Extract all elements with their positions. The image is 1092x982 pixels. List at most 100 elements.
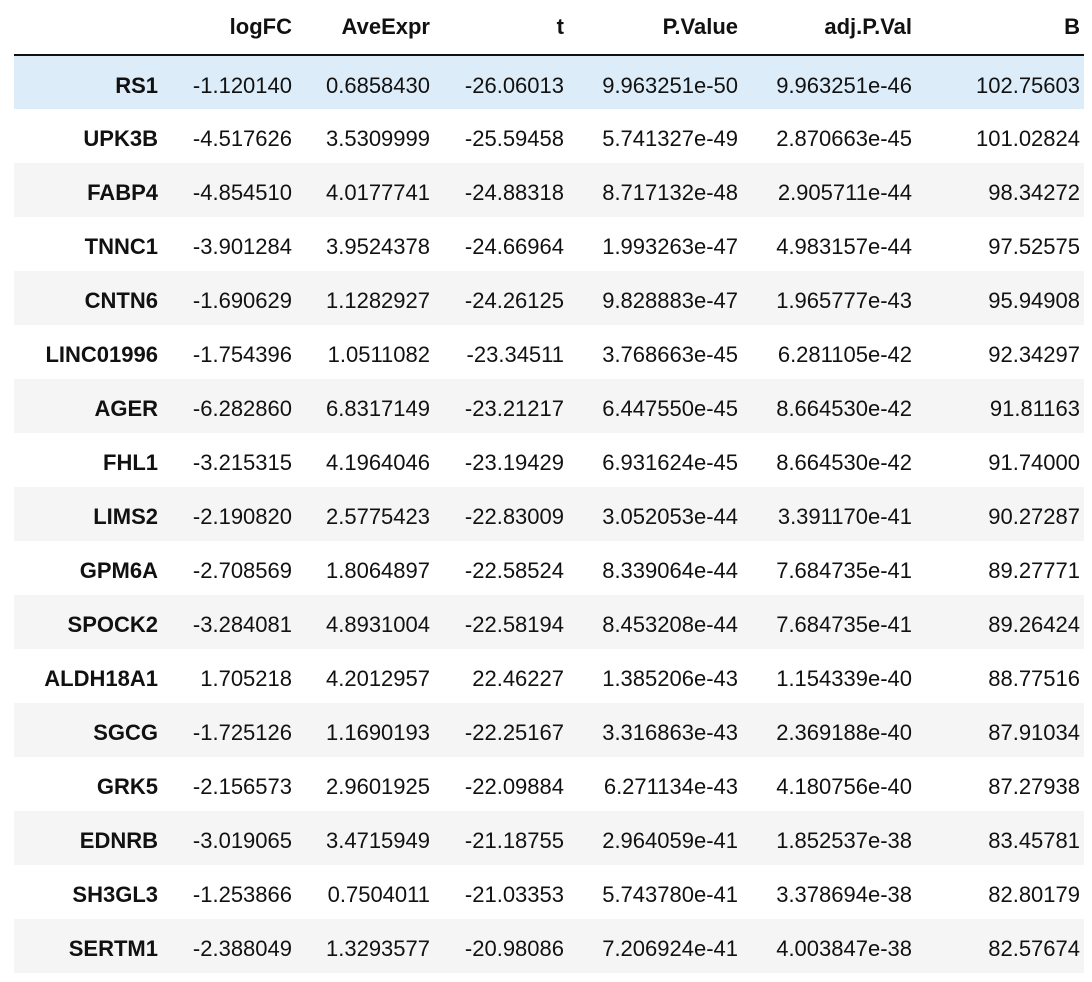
cell-pvalue: 3.052053e-44 (568, 487, 742, 541)
cell-t: -23.19429 (434, 433, 568, 487)
cell-adj-pval: 7.684735e-41 (742, 541, 916, 595)
cell-b-value: 91.74000 (988, 450, 1080, 475)
cell-aveexpr-value: 3.4715949 (326, 828, 430, 853)
cell-logfc: -2.708569 (162, 541, 296, 595)
table-row: RS1 -1.120140 0.6858430 -26.06013 9.963251e-… (14, 55, 1084, 109)
cell-b: 102.75603 (916, 55, 1084, 109)
cell-logfc-value: -2.156573 (192, 774, 292, 799)
cell-pvalue: 9.963251e-50 (568, 55, 742, 109)
cell-aveexpr: 1.1282927 (296, 271, 434, 325)
cell-logfc: -1.253866 (162, 865, 296, 919)
cell-b-value: 82.80179 (988, 882, 1080, 907)
cell-pvalue-value: 6.447550e-45 (602, 396, 738, 421)
cell-logfc-value: -1.253866 (192, 882, 292, 907)
cell-pvalue-value: 1.385206e-43 (602, 666, 738, 691)
cell-adj-pval-value: 4.983157e-44 (776, 234, 912, 259)
cell-aveexpr: 6.8317149 (296, 379, 434, 433)
cell-b-value: 83.45781 (988, 828, 1080, 853)
cell-logfc: -2.190820 (162, 487, 296, 541)
cell-t: -26.06013 (434, 55, 568, 109)
cell-t-value: -26.06013 (464, 72, 564, 98)
cell-b: 87.91034 (916, 703, 1084, 757)
row-label-gene: AGER (14, 379, 162, 433)
row-label-gene: SPOCK2 (14, 595, 162, 649)
row-label-gene: ALDH18A1 (14, 649, 162, 703)
table-row: UPK3B -4.517626 3.5309999 -25.59458 5.741327… (14, 109, 1084, 163)
cell-pvalue: 5.743780e-41 (568, 865, 742, 919)
cell-adj-pval: 1.852537e-38 (742, 811, 916, 865)
cell-b: 92.34297 (916, 325, 1084, 379)
table-row: LIMS2 -2.190820 2.5775423 -22.83009 3.052053… (14, 487, 1084, 541)
cell-logfc: -4.854510 (162, 163, 296, 217)
cell-t-value: -21.18755 (464, 828, 564, 853)
gene-name: UPK3B (83, 126, 158, 151)
gene-name: SH3GL3 (72, 882, 158, 907)
cell-aveexpr-value: 4.8931004 (326, 612, 430, 637)
cell-logfc: -3.901284 (162, 217, 296, 271)
cell-t: -22.09884 (434, 757, 568, 811)
row-label-gene: SERTM1 (14, 919, 162, 973)
cell-b-value: 95.94908 (988, 288, 1080, 313)
cell-b: 89.26424 (916, 595, 1084, 649)
table-row: SERTM1 -2.388049 1.3293577 -20.98086 7.20692… (14, 919, 1084, 973)
cell-b: 82.80179 (916, 865, 1084, 919)
cell-aveexpr: 0.7504011 (296, 865, 434, 919)
cell-b-value: 89.26424 (988, 612, 1080, 637)
cell-t-value: -24.88318 (464, 180, 564, 205)
cell-b-value: 91.81163 (989, 396, 1080, 421)
cell-logfc: -3.019065 (162, 811, 296, 865)
cell-adj-pval-value: 7.684735e-41 (776, 612, 912, 637)
cell-adj-pval-value: 3.391170e-41 (777, 504, 912, 529)
column-header-adj-pval: adj.P.Val (742, 0, 916, 56)
table-row: AGER -6.282860 6.8317149 -23.21217 6.447550e… (14, 379, 1084, 433)
cell-adj-pval-value: 8.664530e-42 (776, 450, 912, 475)
table-body: RS1 -1.120140 0.6858430 -26.06013 9.963251e-… (14, 55, 1084, 973)
cell-b-value: 90.27287 (988, 504, 1080, 529)
cell-t-value: -22.25167 (464, 720, 564, 745)
cell-pvalue-value: 5.743780e-41 (602, 882, 738, 907)
cell-aveexpr: 2.5775423 (296, 487, 434, 541)
row-label-gene: FABP4 (14, 163, 162, 217)
row-label-gene: TNNC1 (14, 217, 162, 271)
cell-pvalue: 3.768663e-45 (568, 325, 742, 379)
cell-adj-pval-value: 6.281105e-42 (777, 342, 912, 367)
cell-logfc-value: -2.190820 (192, 504, 292, 529)
cell-t-value: 22.46227 (472, 666, 564, 691)
cell-b-value: 82.57674 (988, 936, 1080, 961)
column-header-b: B (916, 0, 1084, 56)
cell-b: 87.27938 (916, 757, 1084, 811)
cell-b-value: 97.52575 (988, 234, 1080, 259)
cell-adj-pval: 4.003847e-38 (742, 919, 916, 973)
cell-b-value: 87.27938 (988, 774, 1080, 799)
cell-aveexpr-value: 3.9524378 (326, 234, 430, 259)
cell-t-value: -23.21217 (464, 396, 564, 421)
cell-aveexpr-value: 1.0511082 (327, 342, 430, 367)
cell-t: -21.03353 (434, 865, 568, 919)
row-label-gene: SGCG (14, 703, 162, 757)
cell-pvalue-value: 6.931624e-45 (602, 450, 738, 475)
cell-t: -23.34511 (434, 325, 568, 379)
gene-name: LIMS2 (93, 504, 158, 529)
cell-t: -22.83009 (434, 487, 568, 541)
cell-b: 82.57674 (916, 919, 1084, 973)
cell-adj-pval-value: 2.369188e-40 (776, 720, 912, 745)
cell-logfc-value: -1.754396 (192, 342, 292, 367)
cell-adj-pval: 4.180756e-40 (742, 757, 916, 811)
cell-adj-pval-value: 7.684735e-41 (776, 558, 912, 583)
cell-adj-pval-value: 3.378694e-38 (776, 882, 912, 907)
table-row: SGCG -1.725126 1.1690193 -22.25167 3.316863e… (14, 703, 1084, 757)
cell-t-value: -24.26125 (464, 288, 564, 313)
row-label-gene: GPM6A (14, 541, 162, 595)
table-row: CNTN6 -1.690629 1.1282927 -24.26125 9.828883… (14, 271, 1084, 325)
cell-adj-pval: 6.281105e-42 (742, 325, 916, 379)
cell-t: -24.26125 (434, 271, 568, 325)
cell-adj-pval-value: 2.905711e-44 (777, 180, 912, 205)
cell-t: -25.59458 (434, 109, 568, 163)
cell-pvalue: 9.828883e-47 (568, 271, 742, 325)
cell-pvalue-value: 3.052053e-44 (602, 504, 738, 529)
cell-pvalue-value: 8.717132e-48 (602, 180, 738, 205)
cell-t-value: -23.34511 (466, 342, 564, 367)
gene-name: SPOCK2 (67, 612, 158, 637)
cell-adj-pval: 1.154339e-40 (742, 649, 916, 703)
